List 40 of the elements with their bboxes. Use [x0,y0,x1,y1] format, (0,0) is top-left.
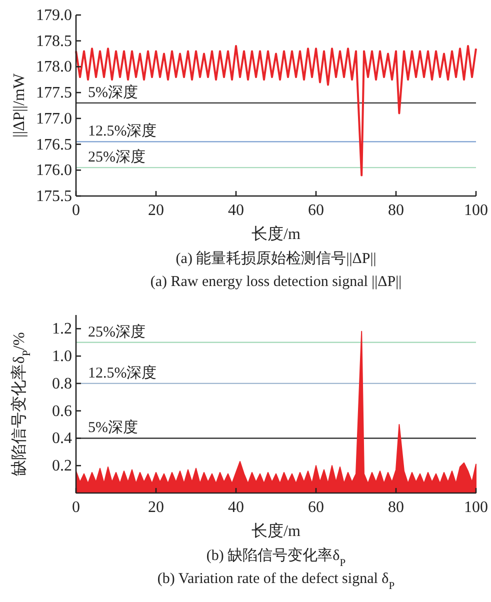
y-tick-label: 176.0 [36,162,72,180]
y-axis-title: ||ΔP||/mW [11,72,28,138]
ref-line-label: 5%深度 [88,419,138,436]
text: (a) 能量耗损原始检测信号||ΔP|| [176,250,376,267]
y-tick-label: 177.5 [36,84,72,102]
x-tick-label: 80 [388,499,404,516]
x-tick-label: 100 [464,202,488,219]
ref-line-label: 25%深度 [88,148,146,166]
y-tick-label: 1.0 [52,348,72,366]
x-axis-title: 长度/m [252,522,301,540]
x-tick-label: 40 [228,202,244,219]
y-tick-label: 178.5 [36,32,72,50]
y-tick-label: 179.0 [36,7,72,24]
x-tick-label: 0 [72,202,80,219]
x-tick-label: 60 [308,499,324,516]
y-tick-label: 0.4 [52,430,72,448]
x-tick-label: 20 [148,499,164,516]
ref-line-label: 12.5%深度 [88,122,157,140]
y-tick-label: 0.8 [52,375,72,392]
text: (a) Raw energy loss detection signal ||ΔP|| [150,274,402,290]
x-tick-label: 80 [388,202,404,219]
x-tick-label: 60 [308,202,324,219]
y-tick-label: 0.2 [52,458,72,475]
x-tick-label: 40 [228,499,244,516]
text: (b) 缺陷信号变化率δ$_{P}$ [206,547,346,568]
x-axis-title: 长度/m [252,225,301,243]
x-tick-label: 0 [72,499,80,516]
ref-line-label: 5%深度 [88,84,138,101]
x-tick-label: 100 [464,499,488,516]
y-tick-label: 175.5 [36,188,72,205]
line-series [75,45,477,176]
ref-line-label: 25%深度 [88,323,146,340]
ref-line-label: 12.5%深度 [88,364,157,382]
x-tick-label: 20 [148,202,164,219]
y-tick-label: 176.5 [36,136,72,154]
y-tick-label: 178.0 [36,58,72,76]
y-tick-label: 1.2 [52,320,72,338]
y-tick-label: 0.6 [52,402,72,420]
y-tick-label: 177.0 [36,110,72,128]
text: (b) Variation rate of the defect signal δ$_{P}$ [157,571,395,592]
